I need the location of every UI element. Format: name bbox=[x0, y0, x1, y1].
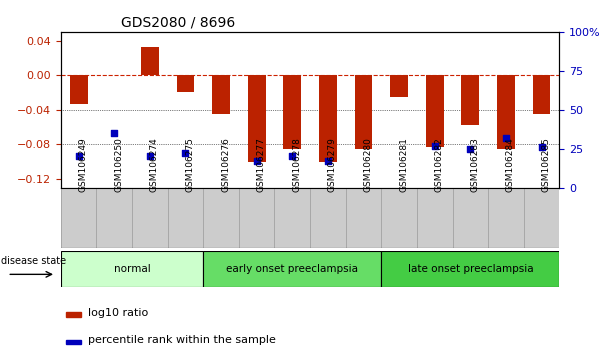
Bar bbox=[533, 75, 550, 114]
Bar bbox=[461, 75, 479, 125]
Point bbox=[430, 143, 440, 148]
Bar bbox=[176, 75, 195, 92]
Bar bbox=[66, 340, 81, 344]
Bar bbox=[497, 75, 515, 149]
Bar bbox=[390, 75, 408, 97]
Bar bbox=[319, 75, 337, 162]
Text: GSM106285: GSM106285 bbox=[542, 138, 551, 193]
Point bbox=[252, 158, 261, 164]
Bar bbox=[354, 75, 372, 149]
Bar bbox=[426, 75, 444, 147]
Point bbox=[288, 154, 297, 159]
Text: log10 ratio: log10 ratio bbox=[88, 308, 148, 318]
Text: GSM106283: GSM106283 bbox=[471, 138, 479, 193]
Text: disease state: disease state bbox=[1, 256, 66, 266]
Text: early onset preeclampsia: early onset preeclampsia bbox=[226, 264, 358, 274]
Text: GSM106280: GSM106280 bbox=[364, 138, 373, 193]
Point bbox=[109, 130, 119, 136]
Point bbox=[181, 150, 190, 156]
Point bbox=[145, 154, 154, 159]
Text: GSM106276: GSM106276 bbox=[221, 138, 230, 193]
Text: GSM106277: GSM106277 bbox=[257, 138, 266, 193]
Point bbox=[74, 154, 83, 159]
Point bbox=[323, 158, 333, 164]
Text: GDS2080 / 8696: GDS2080 / 8696 bbox=[120, 15, 235, 29]
Bar bbox=[141, 47, 159, 75]
Point bbox=[466, 146, 475, 152]
Bar bbox=[283, 75, 301, 149]
Point bbox=[537, 144, 547, 150]
Text: GSM106249: GSM106249 bbox=[78, 138, 88, 193]
Point bbox=[501, 135, 511, 141]
Text: GSM106274: GSM106274 bbox=[150, 138, 159, 193]
Text: normal: normal bbox=[114, 264, 150, 274]
Text: percentile rank within the sample: percentile rank within the sample bbox=[88, 335, 276, 345]
Bar bbox=[247, 75, 266, 162]
Text: GSM106279: GSM106279 bbox=[328, 138, 337, 193]
Text: GSM106282: GSM106282 bbox=[435, 138, 444, 193]
Text: GSM106284: GSM106284 bbox=[506, 138, 515, 193]
Bar bbox=[61, 251, 203, 287]
Bar bbox=[70, 75, 88, 104]
Text: GSM106281: GSM106281 bbox=[399, 138, 408, 193]
Bar bbox=[203, 251, 381, 287]
Bar bbox=[212, 75, 230, 114]
Text: late onset preeclampsia: late onset preeclampsia bbox=[407, 264, 533, 274]
Text: GSM106278: GSM106278 bbox=[292, 138, 302, 193]
Text: GSM106275: GSM106275 bbox=[185, 138, 195, 193]
Text: GSM106250: GSM106250 bbox=[114, 138, 123, 193]
Bar bbox=[66, 313, 81, 317]
Bar bbox=[381, 251, 559, 287]
